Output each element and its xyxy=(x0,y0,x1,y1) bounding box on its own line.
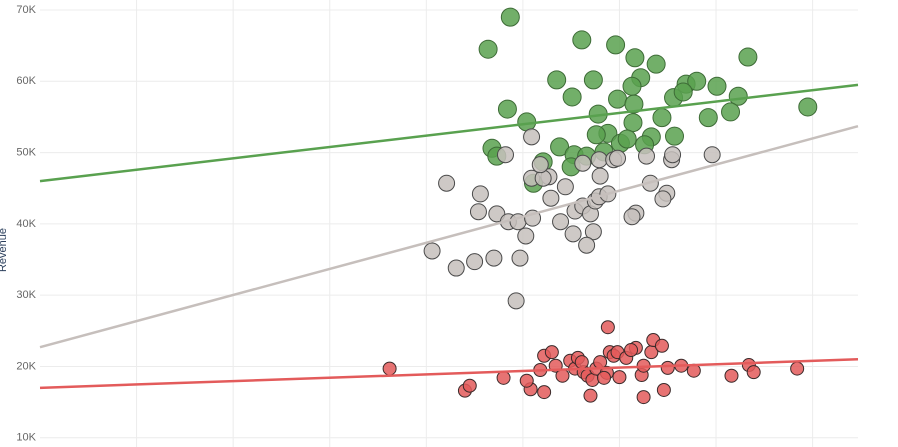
y-tick-label: 30K xyxy=(16,289,36,301)
y-tick-label: 60K xyxy=(16,75,36,87)
point xyxy=(466,253,484,271)
point xyxy=(624,94,644,114)
point xyxy=(478,39,498,59)
point xyxy=(687,71,707,91)
point xyxy=(617,129,637,149)
point xyxy=(652,108,672,128)
point xyxy=(544,345,559,360)
point xyxy=(550,137,570,157)
point xyxy=(590,151,608,169)
point xyxy=(517,227,535,245)
point xyxy=(664,146,682,164)
point xyxy=(698,108,718,128)
point xyxy=(673,82,693,102)
point xyxy=(654,190,672,208)
point xyxy=(798,97,818,117)
point xyxy=(790,361,805,376)
point xyxy=(584,223,602,241)
point xyxy=(382,361,397,376)
point xyxy=(609,149,627,167)
y-axis-title: Revenue xyxy=(0,228,9,272)
point xyxy=(612,370,627,385)
point xyxy=(542,189,560,207)
point xyxy=(600,320,615,335)
trend-line xyxy=(39,83,859,183)
point xyxy=(574,154,592,172)
point xyxy=(496,146,514,164)
point xyxy=(578,236,596,254)
point xyxy=(608,89,628,109)
y-tick-label: 40K xyxy=(16,218,36,230)
point xyxy=(707,76,727,96)
point xyxy=(625,48,645,68)
y-tick-label: 20K xyxy=(16,360,36,372)
point xyxy=(583,388,598,403)
point xyxy=(665,126,685,146)
point xyxy=(496,370,511,385)
point xyxy=(507,292,525,310)
series-points xyxy=(382,320,805,405)
point xyxy=(564,225,582,243)
point xyxy=(552,213,570,231)
point xyxy=(497,99,517,119)
trend-line xyxy=(39,124,859,349)
point xyxy=(471,185,489,203)
point xyxy=(591,167,609,185)
point xyxy=(423,242,441,260)
point xyxy=(547,70,567,90)
point xyxy=(462,378,477,393)
point xyxy=(485,249,503,267)
trend-line xyxy=(39,358,859,390)
point xyxy=(519,373,534,388)
y-tick-label: 10K xyxy=(16,432,36,444)
point xyxy=(623,208,641,226)
point xyxy=(660,360,675,375)
point xyxy=(488,205,506,223)
y-tick-label: 70K xyxy=(16,4,36,16)
point xyxy=(746,365,761,380)
point xyxy=(531,156,549,174)
point xyxy=(583,70,603,90)
point xyxy=(586,125,606,145)
point xyxy=(447,259,465,277)
point xyxy=(636,390,651,405)
point xyxy=(523,128,541,146)
point xyxy=(656,382,671,397)
point xyxy=(623,113,643,133)
y-tick-label: 50K xyxy=(16,146,36,158)
point xyxy=(555,368,570,383)
point xyxy=(703,146,721,164)
point xyxy=(438,174,456,192)
point xyxy=(469,203,487,221)
point xyxy=(624,343,639,358)
point xyxy=(562,87,582,107)
point xyxy=(724,368,739,383)
point xyxy=(728,86,748,106)
point xyxy=(537,385,552,400)
point xyxy=(597,370,612,385)
point xyxy=(556,178,574,196)
point xyxy=(606,35,626,55)
point xyxy=(572,30,592,50)
point xyxy=(574,355,589,370)
point xyxy=(646,54,666,74)
point xyxy=(654,338,669,353)
point xyxy=(622,76,642,96)
series-points xyxy=(478,7,818,193)
point xyxy=(500,7,520,27)
point xyxy=(511,249,529,267)
point xyxy=(637,147,655,165)
series-points xyxy=(423,128,721,310)
point xyxy=(721,102,741,122)
point xyxy=(738,47,758,67)
